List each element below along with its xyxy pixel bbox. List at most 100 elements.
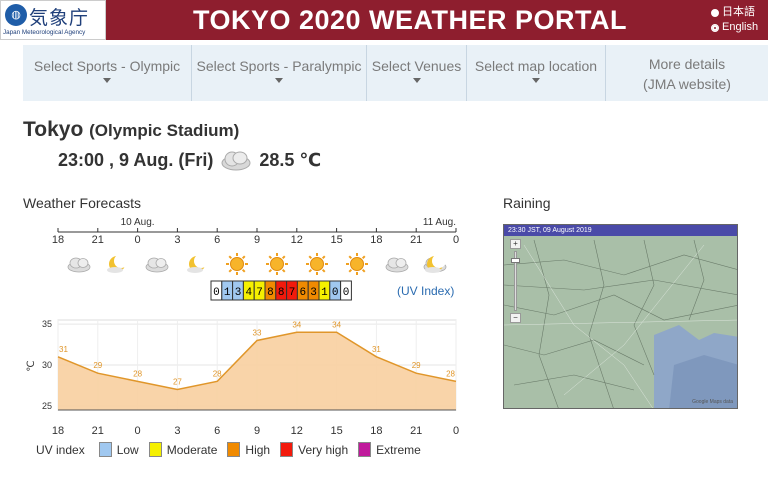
x-tick-label: 12: [291, 425, 303, 437]
jma-logo[interactable]: ◍ 気象庁 Japan Meteorological Agency: [0, 0, 106, 40]
nav-select-map-location[interactable]: Select map location: [467, 45, 606, 101]
uv-value-label: 8: [267, 287, 274, 299]
x-tick-label: 0: [135, 425, 141, 437]
uv-value-label: 1: [321, 287, 328, 299]
uv-swatch: [280, 442, 294, 457]
uv-legend-high: High: [227, 442, 270, 457]
temperature-data-label: 27: [173, 378, 182, 387]
x-tick-label: 6: [214, 425, 220, 437]
uv-legend-very-high: Very high: [280, 442, 348, 457]
temperature-data-label: 28: [446, 369, 455, 378]
temperature-data-label: 31: [372, 345, 381, 354]
rain-map[interactable]: 23:30 JST, 09 August 2019 + − Google Map…: [503, 224, 738, 409]
cloud-icon: [145, 257, 169, 273]
hour-tick-label: 12: [291, 234, 303, 246]
uv-index-link[interactable]: (UV Index): [397, 284, 454, 298]
radio-selected-icon: [711, 23, 719, 32]
uv-value-label: 0: [343, 287, 350, 299]
x-tick-label: 18: [370, 425, 382, 437]
x-tick-label: 21: [410, 425, 422, 437]
uv-value-label: 0: [213, 287, 220, 299]
language-switcher: 日本語 English: [711, 5, 758, 35]
hour-tick-label: 6: [214, 234, 220, 246]
x-tick-label: 3: [174, 425, 180, 437]
y-tick-label: 25: [42, 401, 52, 411]
current-conditions: 23:00 , 9 Aug. (Fri) 28.5 ℃: [58, 149, 321, 171]
sun-icon: [306, 253, 328, 275]
radio-icon: [711, 8, 719, 17]
sun-icon: [226, 253, 248, 275]
uv-value-label: 6: [299, 287, 306, 299]
uv-legend-label: Moderate: [166, 442, 218, 457]
cloud-icon: [385, 257, 409, 273]
zoom-out-button[interactable]: −: [510, 313, 521, 323]
language-option-english[interactable]: English: [711, 20, 758, 35]
map-timestamp: 23:30 JST, 09 August 2019: [504, 225, 737, 236]
zoom-slider-handle[interactable]: [511, 258, 520, 263]
venue-name: (Olympic Stadium): [89, 121, 240, 140]
map-zoom-control: + −: [510, 239, 522, 325]
x-tick-label: 9: [254, 425, 260, 437]
language-label: 日本語: [722, 6, 755, 18]
hour-tick-label: 21: [92, 234, 104, 246]
jma-emblem-icon: ◍: [5, 4, 27, 26]
uv-swatch: [98, 442, 112, 457]
caret-down-icon: [275, 78, 283, 83]
caret-down-icon: [103, 78, 111, 83]
uv-legend-label: High: [245, 442, 271, 457]
map-canvas: [504, 225, 737, 408]
y-axis-label: ℃: [26, 360, 37, 371]
nav-label: Select Sports - Olympic: [33, 58, 181, 74]
temperature-line: [57, 331, 457, 391]
uv-value-label: 8: [278, 287, 285, 299]
nav-select-venues[interactable]: Select Venues: [367, 45, 467, 101]
hour-tick-label: 18: [52, 234, 64, 246]
hour-tick-label: 21: [410, 234, 422, 246]
nav-label: Select Sports - Paralympic: [196, 58, 362, 74]
x-tick-label: 15: [330, 425, 342, 437]
temperature-data-label: 29: [93, 361, 102, 370]
page-title: TOKYO 2020 WEATHER PORTAL: [192, 5, 628, 35]
forecast-chart: 10 Aug. 11 Aug.18 21 0 3 6 9 12 15 18 21 00 1 3 4 7 8 8 7 6…: [26, 217, 459, 437]
cloud-icon: [67, 257, 91, 273]
y-tick-label: 30: [42, 360, 52, 370]
language-option-japanese[interactable]: 日本語: [711, 5, 758, 20]
uv-value-label: 1: [224, 287, 231, 299]
city-name: Tokyo: [23, 118, 84, 141]
map-attribution: Google Maps data: [692, 399, 733, 405]
uv-value-label: 4: [245, 287, 252, 299]
rain-title: Raining: [503, 195, 551, 211]
uv-value-label: 7: [289, 287, 296, 299]
logo-text: 気象庁: [29, 7, 90, 29]
uv-legend-label: Very high: [298, 442, 349, 457]
uv-swatch: [358, 442, 372, 457]
nav-label: More details (JMA website): [643, 56, 731, 92]
sun-icon: [266, 253, 288, 275]
x-tick-label: 18: [52, 425, 64, 437]
temperature-data-label: 33: [253, 328, 262, 337]
uv-legend-label: Low: [116, 442, 139, 457]
uv-value-label: 3: [235, 287, 242, 299]
temperature-data-label: 34: [292, 320, 301, 329]
hour-tick-label: 3: [174, 234, 180, 246]
nav-more-details[interactable]: More details (JMA website): [606, 45, 768, 101]
caret-down-icon: [532, 78, 540, 83]
uv-legend-label: Extreme: [376, 442, 421, 457]
temperature-data-label: 28: [213, 369, 222, 378]
nav-select-sports-olympic[interactable]: Select Sports - Olympic: [23, 45, 192, 101]
hour-tick-label: 15: [330, 234, 342, 246]
uv-legend-extreme: Extreme: [358, 442, 421, 457]
zoom-slider[interactable]: [511, 251, 520, 311]
zoom-in-button[interactable]: +: [510, 239, 521, 249]
cloud-icon: [221, 151, 251, 171]
uv-swatch: [227, 442, 241, 457]
uv-legend-low: Low: [98, 442, 139, 457]
hour-tick-label: 18: [370, 234, 382, 246]
current-temperature: 28.5 ℃: [259, 149, 322, 170]
uv-value-label: 0: [332, 287, 339, 299]
moon-icon: [425, 254, 446, 273]
forecast-title: Weather Forecasts: [23, 195, 142, 211]
nav-select-sports-paralympic[interactable]: Select Sports - Paralympic: [192, 45, 367, 101]
temperature-area: [58, 332, 456, 410]
x-tick-label: 21: [92, 425, 104, 437]
